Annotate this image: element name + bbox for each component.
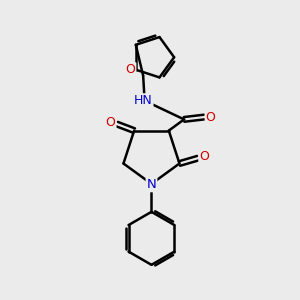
- Text: N: N: [147, 178, 156, 191]
- Text: O: O: [106, 116, 116, 129]
- Text: O: O: [199, 150, 209, 163]
- Text: HN: HN: [134, 94, 152, 107]
- Text: O: O: [126, 63, 135, 76]
- Text: O: O: [206, 111, 215, 124]
